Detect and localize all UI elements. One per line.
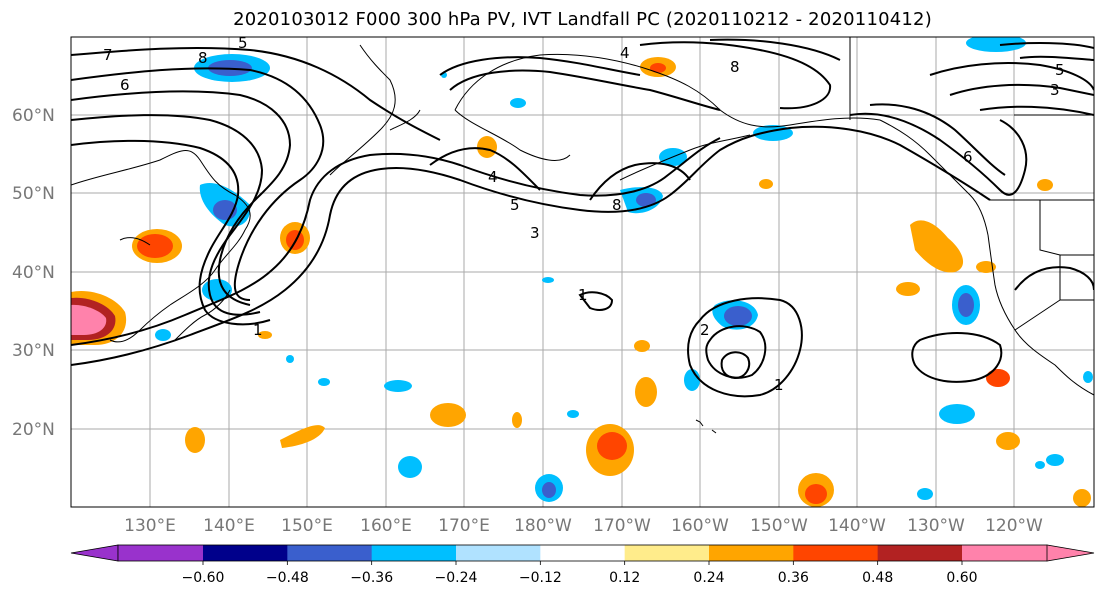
contour-label-5: 5 [238,34,248,52]
contour-label-5b: 5 [510,196,520,214]
colorbar-tick-label: 0.48 [862,570,893,586]
lon-label-170w: 170°W [593,516,651,536]
colorbar-tick-label: 0.12 [609,570,640,586]
lon-label-140w: 140°W [828,516,886,536]
contour-label-4: 4 [488,168,498,186]
map-title: 2020103012 F000 300 hPa PV, IVT Landfall… [233,9,932,30]
colorbar-segment [877,545,963,561]
colorbar-tick-label: −0.36 [350,570,393,586]
map-frame [70,36,1095,508]
colorbar-max-arrow [1046,544,1095,562]
contour-labels: 7 8 6 5 5 4 3 3 2 1 1 1 8 6 5 8 4 [103,34,1065,394]
lat-label-20n: 20°N [12,420,55,440]
colorbar-segment [709,545,794,561]
lon-label-180w: 180°W [514,516,572,536]
contour-label-1b: 1 [578,286,588,304]
colorbar-segment [287,545,373,561]
lon-label-160e: 160°E [360,516,412,536]
lat-label-50n: 50°N [12,184,55,204]
contour-label-4b: 4 [620,44,630,62]
lon-label-140e: 140°E [203,516,255,536]
lon-label-170e: 170°E [438,516,490,536]
lon-label-160w: 160°W [671,516,729,536]
colorbar-segment [624,545,710,561]
colorbar-segment [118,545,204,561]
colorbar-segments [118,545,1048,561]
contour-label-5c: 5 [1055,61,1065,79]
colorbar-tick-label: 0.24 [693,570,724,586]
colorbar-min-arrow [70,544,119,562]
ivt-shading [71,37,1093,507]
political-borders [849,37,1094,331]
colorbar: −0.60 −0.48 −0.36 −0.24 −0.12 0.12 0.24 0.36 0.4… [70,544,1095,586]
colorbar-segment [540,545,626,561]
contour-label-7: 7 [103,46,113,64]
colorbar-tick-label: −0.12 [519,570,562,586]
colorbar-segment [456,545,541,561]
colorbar-tick-label: 0.36 [778,570,809,586]
contour-label-8b: 8 [730,58,740,76]
colorbar-tick-label: −0.48 [266,570,309,586]
contour-label-3b: 3 [1050,81,1060,99]
lon-label-120w: 120°W [985,516,1043,536]
contour-label-8: 8 [198,49,208,67]
colorbar-segment [962,545,1048,561]
contour-label-6: 6 [120,76,130,94]
contour-label-6c: 6 [963,148,973,166]
lat-label-30n: 30°N [12,341,55,361]
lat-label-60n: 60°N [12,106,55,126]
colorbar-tick-labels: −0.60 −0.48 −0.36 −0.24 −0.12 0.12 0.24 0.36 0.4… [182,570,978,586]
contour-label-6b: 8 [612,196,622,214]
contour-label-3: 3 [530,224,540,242]
contour-label-2: 2 [700,321,710,339]
colorbar-segment [371,545,457,561]
colorbar-tick-label: 0.60 [946,570,977,586]
lon-label-130w: 130°W [907,516,965,536]
longitude-labels: 130°E 140°E 150°E 160°E 170°E 180°W 170°… [124,516,1043,536]
latitude-labels: 60°N 50°N 40°N 30°N 20°N [12,106,55,440]
colorbar-outline [117,544,1048,562]
lon-label-150e: 150°E [281,516,333,536]
colorbar-tick-label: −0.24 [435,570,478,586]
colorbar-ticks [202,561,963,565]
contour-label-1: 1 [253,321,263,339]
colorbar-tick-label: −0.60 [182,570,225,586]
pv-contours [71,38,1094,398]
colorbar-segment [203,545,288,561]
lon-label-150w: 150°W [750,516,808,536]
contour-label-1c: 1 [774,376,784,394]
lat-label-40n: 40°N [12,263,55,283]
lon-label-130e: 130°E [124,516,176,536]
colorbar-segment [793,545,879,561]
